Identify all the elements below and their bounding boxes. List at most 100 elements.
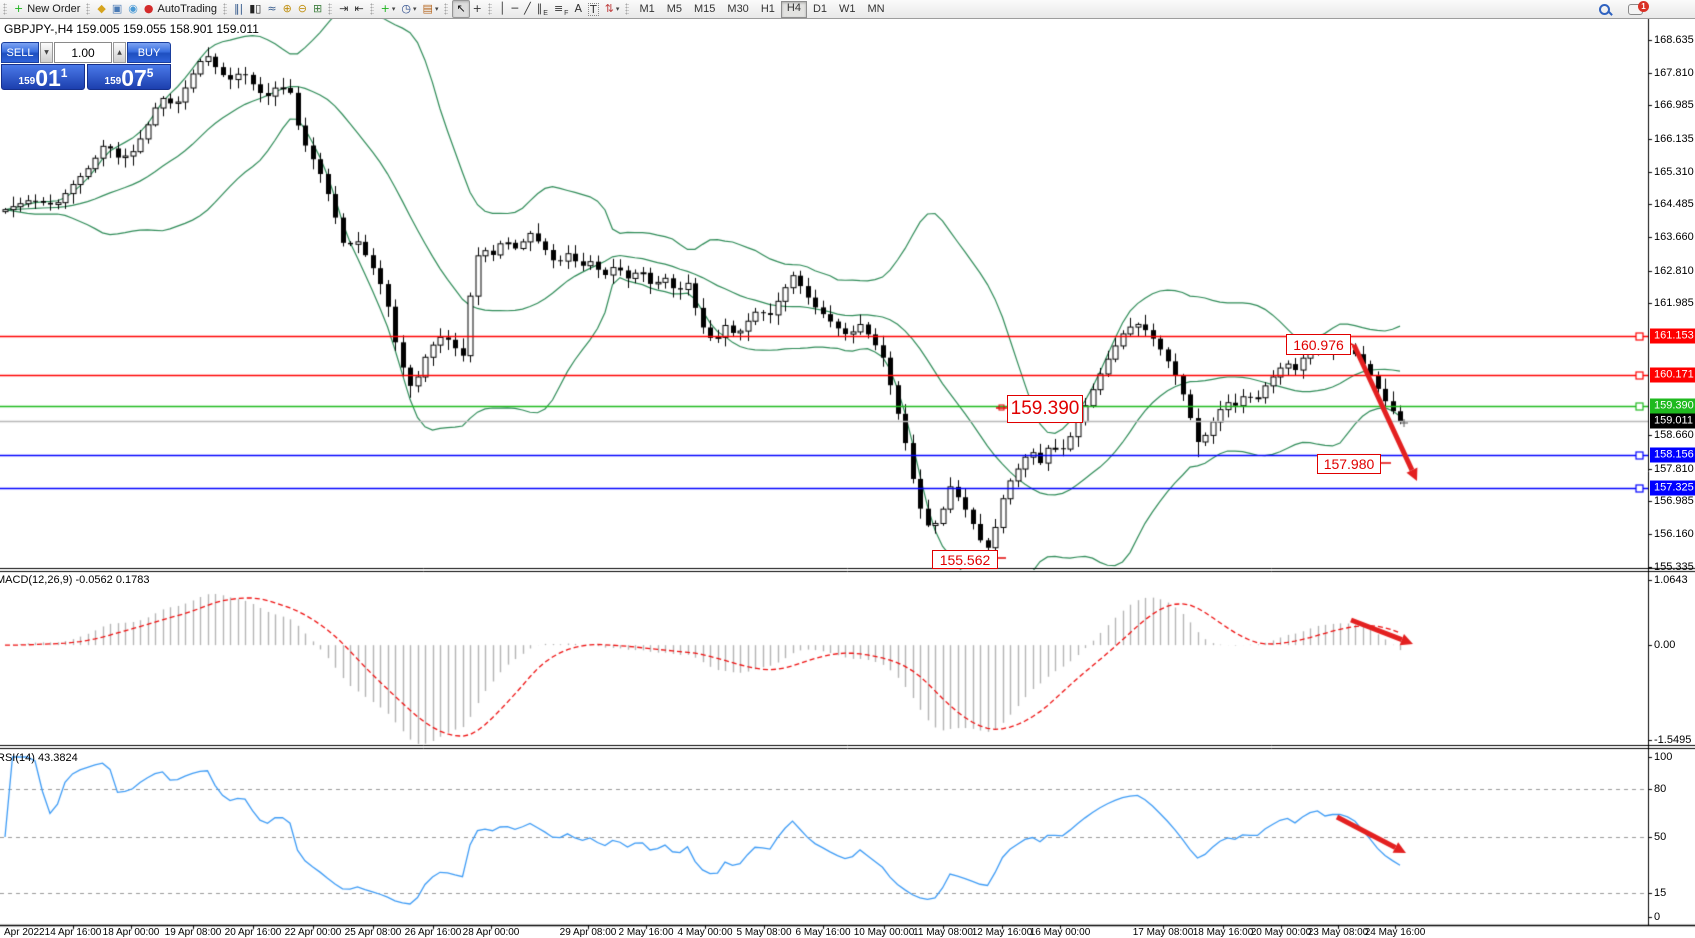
notification-badge: 1 — [1638, 0, 1649, 12]
autotrading-button: ● — [143, 2, 154, 15]
dropdown-caret-icon[interactable]: ▾ — [391, 5, 396, 13]
timeframe-h1[interactable]: H1 — [760, 2, 775, 15]
ingot-icon[interactable]: ◆ — [94, 1, 108, 17]
text-label-icon: T — [587, 2, 599, 16]
sell-price-big: 01 — [35, 65, 61, 91]
fibonacci-icon[interactable]: ≡ F — [551, 1, 572, 17]
equidistant-channel-icon: ∥ — [536, 2, 543, 15]
timeframe-w1[interactable]: W1 — [839, 2, 856, 15]
timeframe-m15[interactable]: M15 — [694, 2, 716, 15]
zoom-out-icon: ⊖ — [297, 2, 308, 15]
buy-price-prefix: 159 — [104, 76, 122, 87]
monitor-icon[interactable]: ▣ — [109, 1, 125, 17]
trendline-icon[interactable]: ╱ — [521, 1, 534, 17]
vertical-line-icon[interactable]: │ — [496, 1, 509, 17]
chart-shift-icon[interactable]: ⇤ — [351, 1, 366, 17]
timeframe-m5[interactable]: M5 — [666, 2, 682, 15]
timeframe-m30[interactable]: M30 — [727, 2, 749, 15]
toolbar-grip[interactable] — [223, 3, 228, 15]
crosshair-icon: + — [472, 2, 482, 15]
chat-icon[interactable]: 1 — [1628, 0, 1649, 15]
text-icon[interactable]: A — [571, 1, 585, 17]
sell-price-sup: 1 — [60, 66, 68, 80]
toolbar: + New Order ◆ ▣ ◉ ● AutoTrading ‖| ▮▯ ≈ ⊕ ⊖ ⊞ ⇥ ⇤ + ▾ ◷ ▾ ▤… — [0, 0, 1695, 19]
horizontal-line-icon: ─ — [511, 2, 519, 15]
indicators-icon[interactable]: + ▾ — [378, 1, 399, 17]
cursor-icon[interactable]: ↖ — [452, 0, 470, 18]
timeframe-h4[interactable]: H4 — [780, 0, 807, 18]
equidistant-channel-icon-sub: E — [543, 10, 548, 17]
chart-shift-icon: ⇤ — [354, 2, 364, 15]
tile-windows-icon[interactable]: ⊞ — [310, 1, 325, 17]
bar-chart-icon: ‖| — [234, 2, 244, 15]
buy-price-sup: 5 — [146, 66, 154, 80]
sell-price-prefix: 159 — [18, 76, 36, 87]
signal-icon[interactable]: ◉ — [125, 1, 141, 17]
autotrading-button[interactable]: ● AutoTrading — [141, 1, 220, 17]
timeframe-m1[interactable]: M1 — [639, 2, 655, 15]
zoom-out-icon[interactable]: ⊖ — [295, 1, 310, 17]
templates-icon[interactable]: ▤ ▾ — [420, 1, 442, 17]
search-icon — [1599, 3, 1610, 15]
toolbar-right-group: 1 — [1596, 0, 1649, 17]
arrows-icon[interactable]: ⇅ ▾ — [602, 1, 623, 17]
toolbar-grip[interactable] — [625, 3, 630, 15]
macd-indicator-label: MACD(12,26,9) -0.0562 0.1783 — [0, 574, 150, 586]
chart-title: GBPJPY-,H4 159.005 159.055 158.901 159.0… — [4, 22, 259, 36]
sell-price-panel[interactable]: 159 01 1 — [1, 64, 85, 90]
toolbar-grip[interactable] — [328, 3, 333, 15]
new-order-button-label: New Order — [27, 3, 81, 15]
monitor-icon: ▣ — [111, 2, 123, 15]
fibonacci-icon-sub: F — [564, 10, 569, 17]
line-chart-icon: ≈ — [267, 2, 277, 15]
auto-scroll-icon[interactable]: ⇥ — [336, 1, 351, 17]
vertical-line-icon: │ — [498, 2, 506, 15]
cursor-icon: ↖ — [456, 2, 466, 15]
rsi-indicator-label: RSI(14) 43.3824 — [0, 752, 78, 764]
periods-icon[interactable]: ◷ ▾ — [398, 1, 419, 17]
tile-windows-icon: ⊞ — [313, 2, 323, 15]
dropdown-caret-icon[interactable]: ▾ — [434, 5, 439, 13]
volume-increase-button[interactable]: ▲ — [113, 42, 126, 63]
toolbar-grip[interactable] — [3, 3, 7, 15]
horizontal-line-icon[interactable]: ─ — [509, 1, 522, 17]
buy-price-big: 07 — [121, 65, 147, 91]
toolbar-grip[interactable] — [369, 3, 374, 15]
search-icon-tail — [1607, 10, 1613, 16]
crosshair-icon[interactable]: + — [470, 1, 485, 17]
buy-price-panel[interactable]: 159 07 5 — [87, 64, 171, 90]
dropdown-caret-icon[interactable]: ▾ — [413, 5, 417, 13]
arrows-icon: ⇅ — [604, 2, 614, 15]
candlestick-chart-icon: ▮▯ — [249, 2, 262, 15]
signal-icon: ◉ — [128, 2, 138, 15]
one-click-trade-widget: SELL ▼ ▲ BUY 159 01 1 159 07 5 — [1, 42, 171, 90]
toolbar-grip[interactable] — [86, 3, 91, 15]
toolbar-grip[interactable] — [487, 3, 492, 15]
ingot-icon: ◆ — [97, 2, 106, 15]
new-order-button: + — [14, 2, 24, 15]
periods-icon: ◷ — [401, 2, 412, 15]
buy-button[interactable]: BUY — [127, 42, 171, 63]
zoom-in-icon[interactable]: ⊕ — [280, 1, 295, 17]
toolbar-grip[interactable] — [444, 3, 449, 15]
text-icon: A — [574, 2, 582, 15]
sell-button[interactable]: SELL — [1, 42, 39, 63]
dropdown-caret-icon[interactable]: ▾ — [615, 5, 620, 13]
timeframe-mn[interactable]: MN — [867, 2, 885, 15]
bar-chart-icon[interactable]: ‖| — [231, 1, 246, 17]
new-order-button[interactable]: + New Order — [11, 1, 83, 17]
templates-icon: ▤ — [422, 2, 433, 15]
auto-scroll-icon: ⇥ — [339, 2, 349, 15]
candlestick-chart-icon[interactable]: ▮▯ — [246, 1, 264, 17]
equidistant-channel-icon[interactable]: ∥ E — [534, 1, 551, 17]
timeframe-d1[interactable]: D1 — [812, 2, 827, 15]
volume-input[interactable] — [54, 42, 112, 63]
volume-decrease-button[interactable]: ▼ — [40, 42, 53, 63]
search-icon[interactable] — [1596, 1, 1616, 17]
zoom-in-icon: ⊕ — [282, 2, 292, 15]
indicators-icon: + — [380, 2, 390, 15]
text-label-icon[interactable]: T — [585, 1, 602, 17]
line-chart-icon[interactable]: ≈ — [264, 1, 279, 17]
